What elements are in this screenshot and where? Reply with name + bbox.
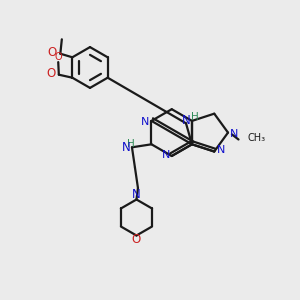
Text: H: H — [127, 139, 134, 149]
Text: N: N — [230, 129, 238, 139]
Text: N: N — [141, 117, 150, 127]
Text: O: O — [46, 67, 55, 80]
Text: O: O — [54, 52, 62, 62]
Text: N: N — [182, 114, 190, 127]
Text: CH₃: CH₃ — [248, 133, 266, 143]
Text: N: N — [161, 149, 170, 160]
Text: N: N — [122, 141, 130, 154]
Text: H: H — [190, 112, 198, 122]
Text: O: O — [132, 233, 141, 247]
Text: O: O — [47, 46, 57, 59]
Text: N: N — [217, 145, 225, 155]
Text: N: N — [132, 188, 141, 202]
